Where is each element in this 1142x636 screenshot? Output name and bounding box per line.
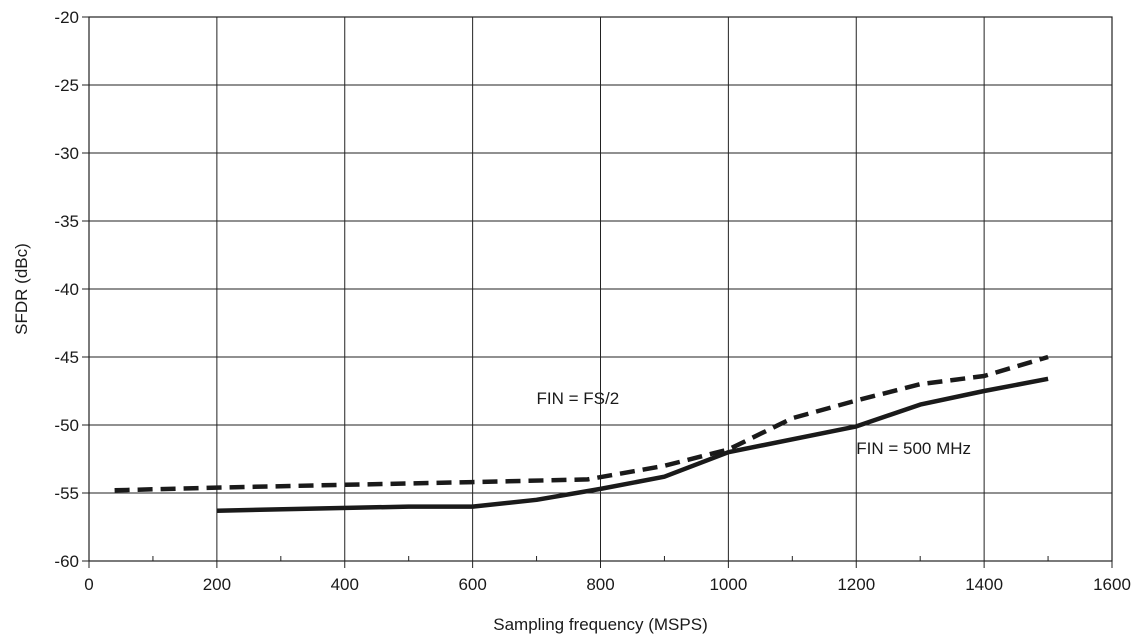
y-tick-label: -30 (54, 144, 79, 163)
y-tick-label: -35 (54, 212, 79, 231)
x-tick-label: 1200 (837, 575, 875, 594)
y-tick-label: -20 (54, 8, 79, 27)
x-minor-ticks (152, 556, 1049, 561)
series-layer (114, 354, 1049, 513)
series-line-fin-500mhz (216, 376, 1049, 513)
annotation-fin-500mhz: FIN = 500 MHz (856, 439, 971, 458)
plot-area (88, 16, 1113, 562)
y-tick-label: -40 (54, 280, 79, 299)
y-tick-label: -45 (54, 348, 79, 367)
y-tick-label: -55 (54, 484, 79, 503)
x-tick-label: 0 (84, 575, 93, 594)
y-tick-label: -25 (54, 76, 79, 95)
annotations: FIN = FS/2 FIN = 500 MHz (537, 389, 972, 458)
grid (82, 16, 1113, 568)
y-tick-label: -60 (54, 552, 79, 571)
x-tick-label: 400 (331, 575, 359, 594)
x-tick-label: 600 (458, 575, 486, 594)
x-tick-label: 1400 (965, 575, 1003, 594)
annotation-fin-fs2: FIN = FS/2 (537, 389, 620, 408)
y-tick-label: -50 (54, 416, 79, 435)
x-tick-label: 800 (586, 575, 614, 594)
x-tick-label: 1000 (709, 575, 747, 594)
x-tick-label: 1600 (1093, 575, 1131, 594)
series-line-fin-fs2 (114, 354, 1049, 493)
x-tick-label: 200 (203, 575, 231, 594)
x-axis-label: Sampling frequency (MSPS) (493, 615, 707, 634)
y-axis-label: SFDR (dBc) (12, 243, 31, 335)
tick-labels: 0 200 400 600 800 1000 1200 1400 1600 -60 -55 -50 -4… (54, 8, 1130, 594)
